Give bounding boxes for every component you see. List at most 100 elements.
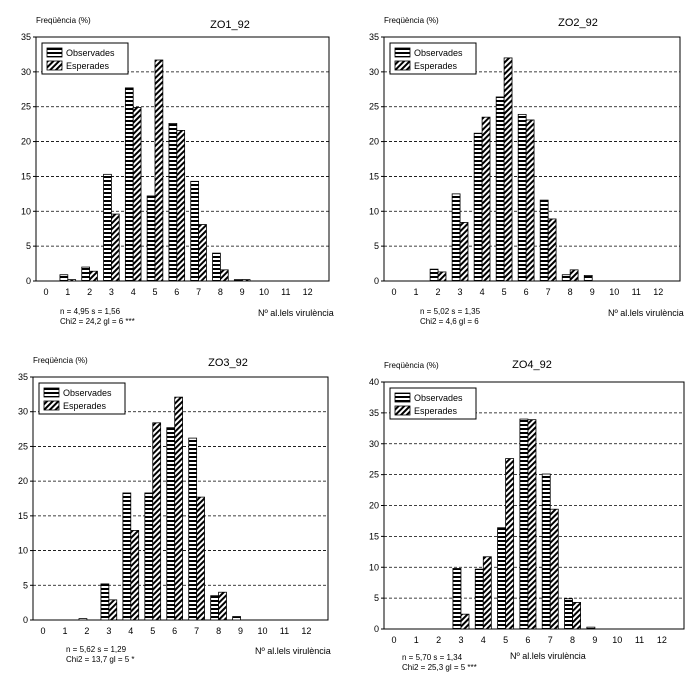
x-tick-label: 9: [240, 287, 245, 297]
y-tick-label: 0: [374, 624, 379, 634]
stats-line: Chi2 = 25,3 gl = 5 ***: [402, 663, 477, 672]
x-tick-label: 5: [503, 635, 508, 645]
x-tick-label: 6: [524, 287, 529, 297]
y-tick-label: 30: [21, 67, 31, 77]
y-tick-label: 25: [21, 102, 31, 112]
y-tick-label: 5: [374, 241, 379, 251]
x-tick-label: 5: [152, 287, 157, 297]
stats-line: n = 4,95 s = 1,56: [60, 307, 121, 316]
x-tick-label: 4: [128, 626, 133, 636]
legend-label-esperades: Esperades: [414, 61, 458, 71]
x-tick-label: 10: [257, 626, 267, 636]
bar-esperades: [176, 130, 186, 282]
y-tick-label: 35: [18, 372, 28, 382]
y-tick-label: 10: [369, 562, 379, 572]
x-tick-label: 7: [548, 635, 553, 645]
legend-label-observades: Observades: [66, 48, 115, 58]
x-tick-label: 7: [546, 287, 551, 297]
x-tick-label: 3: [458, 287, 463, 297]
x-tick-label: 10: [609, 287, 619, 297]
legend-swatch-observades: [394, 392, 411, 403]
x-tick-label: 1: [414, 287, 419, 297]
y-tick-label: 5: [23, 580, 28, 590]
bar-observades: [541, 473, 551, 630]
y-tick-label: 5: [374, 593, 379, 603]
bar-esperades: [196, 496, 205, 621]
legend-swatch-observades: [46, 47, 63, 58]
legend-swatch-esperades: [43, 400, 60, 411]
y-tick-label: 15: [369, 531, 379, 541]
bar-esperades: [67, 279, 77, 282]
bar-esperades: [503, 57, 513, 282]
bar-observades: [495, 96, 505, 282]
legend-swatch-esperades: [394, 405, 411, 416]
y-tick-label: 10: [18, 546, 28, 556]
y-tick-label: 15: [369, 171, 379, 181]
y-tick-label: 5: [26, 241, 31, 251]
bar-observades: [497, 527, 506, 630]
legend-label-esperades: Esperades: [414, 406, 458, 416]
bar-esperades: [525, 119, 535, 282]
bar-observades: [144, 492, 154, 621]
x-tick-label: 11: [280, 626, 289, 636]
chart-title: ZO4_92: [512, 359, 552, 371]
bar-esperades: [154, 59, 164, 282]
x-tick-label: 5: [502, 287, 507, 297]
x-tick-label: 8: [568, 287, 573, 297]
y-tick-label: 25: [369, 102, 379, 112]
y-axis-label: Freqüència (%): [384, 16, 439, 25]
bar-esperades: [481, 116, 491, 282]
x-tick-label: 2: [84, 626, 89, 636]
bar-observades: [103, 173, 112, 282]
x-tick-label: 12: [657, 635, 667, 645]
y-tick-label: 15: [18, 511, 28, 521]
y-axis-label: Freqüència (%): [33, 356, 88, 365]
x-tick-label: 12: [653, 287, 663, 297]
bar-observades: [122, 492, 132, 621]
bar-esperades: [527, 419, 537, 630]
bar-observades: [168, 123, 178, 282]
x-tick-label: 4: [481, 635, 486, 645]
y-axis-label: Freqüència (%): [384, 361, 439, 370]
x-tick-label: 2: [436, 635, 441, 645]
bar-observades: [78, 618, 88, 621]
bar-observades: [452, 568, 462, 630]
bar-observades: [583, 275, 593, 282]
x-tick-label: 3: [458, 635, 463, 645]
bar-esperades: [108, 599, 118, 621]
bar-esperades: [89, 270, 98, 282]
bar-observades: [188, 437, 198, 621]
x-tick-label: 0: [391, 287, 396, 297]
bar-observades: [473, 132, 483, 282]
x-tick-label: 3: [109, 287, 114, 297]
x-tick-label: 2: [87, 287, 92, 297]
x-axis-label: Nº al.lels virulència: [510, 651, 586, 661]
bar-esperades: [547, 218, 557, 282]
x-tick-label: 1: [414, 635, 419, 645]
y-tick-label: 20: [369, 137, 379, 147]
y-tick-label: 40: [369, 377, 379, 387]
bar-observades: [564, 598, 573, 630]
bar-esperades: [241, 279, 251, 282]
legend-swatch-esperades: [394, 60, 411, 71]
y-tick-label: 35: [369, 32, 379, 42]
y-tick-label: 0: [26, 276, 31, 286]
x-tick-label: 0: [391, 635, 396, 645]
stats-line: Chi2 = 24,2 gl = 6 ***: [60, 317, 135, 326]
bar-observades: [451, 193, 461, 282]
x-tick-label: 9: [238, 626, 243, 636]
stats-line: Chi2 = 13,7 gl = 5 *: [66, 655, 135, 664]
x-axis-label: Nº al.lels virulència: [258, 308, 334, 318]
x-tick-label: 9: [592, 635, 597, 645]
bar-observades: [100, 583, 110, 621]
x-tick-label: 11: [632, 287, 641, 297]
y-tick-label: 0: [23, 615, 28, 625]
x-tick-label: 7: [196, 287, 201, 297]
stats-line: n = 5,62 s = 1,29: [66, 645, 127, 654]
x-tick-label: 8: [216, 626, 221, 636]
bar-observades: [190, 180, 199, 282]
